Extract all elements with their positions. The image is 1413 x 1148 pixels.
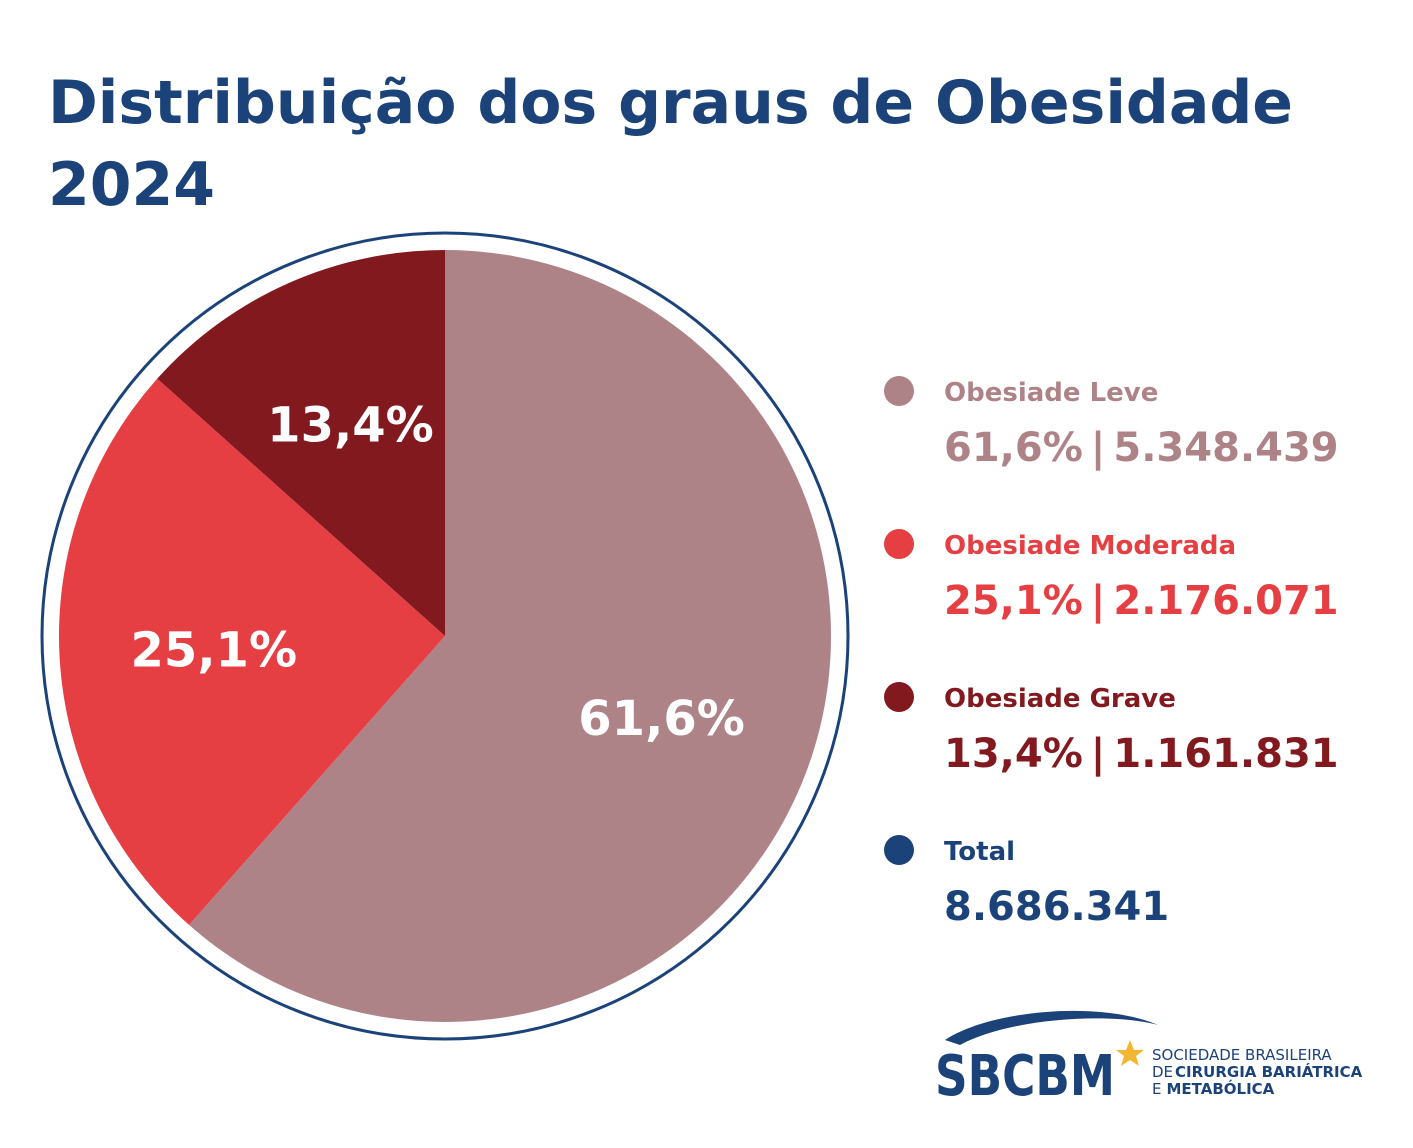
pie: 61,6% 25,1% 13,4% xyxy=(58,250,831,1022)
logo-line: DE CIRURGIA BARIÁTRICA xyxy=(1152,1062,1363,1081)
legend-percent: 61,6% xyxy=(944,425,1083,471)
legend-label: Obesiade Leve xyxy=(944,378,1158,408)
logo-acronym: SBCBM xyxy=(935,1044,1115,1109)
legend-count: 1.161.831 xyxy=(1113,731,1338,777)
legend-dot xyxy=(884,376,914,406)
legend-dot xyxy=(884,529,914,559)
legend-dot xyxy=(884,835,914,865)
logo-star xyxy=(1116,1040,1144,1066)
chart-title: Distribuição dos graus de Obesidade xyxy=(48,68,1293,138)
legend-value: 61,6% | 5.348.439 xyxy=(944,425,1339,472)
legend-dot xyxy=(884,682,914,712)
legend-value: 8.686.341 xyxy=(944,884,1169,930)
logo-bold: CIRURGIA BARIÁTRICA xyxy=(1175,1062,1363,1081)
pie-ring xyxy=(40,231,850,1041)
pie-slice xyxy=(58,378,445,925)
legend-percent: 25,1% xyxy=(944,578,1083,624)
legend-percent: 13,4% xyxy=(944,731,1083,777)
chart-subtitle: 2024 xyxy=(48,150,215,220)
legend-label: Total xyxy=(944,837,1015,867)
legend-label: Obesiade Moderada xyxy=(944,531,1236,561)
logo-swoosh xyxy=(945,1010,1158,1045)
slice-label: 25,1% xyxy=(131,622,298,678)
legend-value: 13,4% | 1.161.831 xyxy=(944,731,1339,778)
legend-label: Obesiade Grave xyxy=(944,684,1176,714)
legend-separator: | xyxy=(1091,731,1106,778)
logo-bold: METABÓLICA xyxy=(1166,1079,1274,1098)
legend-count: 5.348.439 xyxy=(1113,425,1338,471)
legend-separator: | xyxy=(1091,578,1106,625)
slice-label: 13,4% xyxy=(267,398,434,454)
legend-count: 2.176.071 xyxy=(1113,578,1338,624)
pie-slice xyxy=(157,250,445,636)
logo-line: E METABÓLICA xyxy=(1152,1079,1275,1098)
slice-label: 61,6% xyxy=(578,691,745,747)
legend-separator: | xyxy=(1091,425,1106,472)
logo-prefix: DE xyxy=(1152,1063,1173,1081)
legend-value: 25,1% | 2.176.071 xyxy=(944,578,1339,625)
logo-line: SOCIEDADE BRASILEIRA xyxy=(1152,1046,1332,1064)
pie-slice xyxy=(189,250,831,1022)
logo-prefix: E xyxy=(1152,1080,1161,1098)
logo: SBCBM SOCIEDADE BRASILEIRA DE CIRURGIA BA… xyxy=(935,1010,1363,1109)
